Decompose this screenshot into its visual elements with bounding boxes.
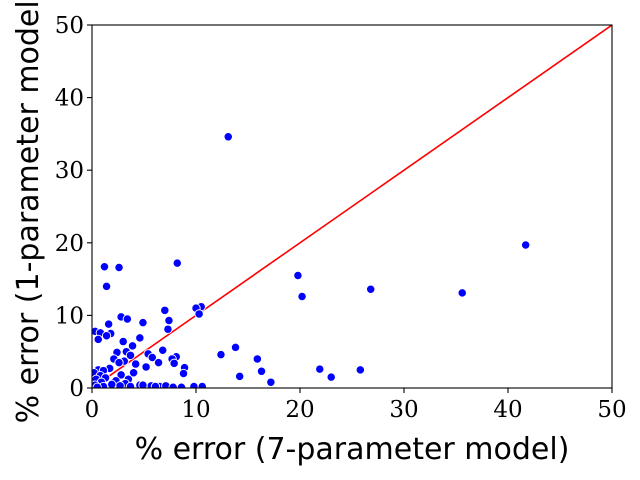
data-point [101,331,112,341]
data-point [158,345,168,355]
y-axis-label: % error (1-parameter model) [11,0,46,423]
data-point [235,371,245,382]
x-tick-label: 20 [285,397,314,423]
y-tick-label: 30 [55,158,84,184]
y-tick-label: 40 [55,86,84,112]
data-point [297,291,307,302]
data-point [115,381,125,388]
data-point [366,284,376,294]
data-point [135,333,145,343]
data-point [223,132,233,142]
scatter-points [92,132,531,388]
y-tick-label: 50 [55,13,84,39]
y-tick-label: 10 [55,303,84,329]
data-point [103,319,114,329]
data-point [122,314,133,324]
data-point [168,382,178,388]
data-point [125,381,136,388]
data-point [163,324,173,334]
data-point [99,262,110,272]
data-point [521,240,531,250]
data-point [138,380,148,388]
data-point [216,349,226,360]
data-point [326,372,336,382]
data-point [128,368,139,378]
x-tick-label: 40 [493,397,522,423]
data-point [169,358,179,368]
y-axis-ticks: 0 10 20 30 40 50 [55,13,92,402]
data-point [153,357,164,368]
y-tick-label: 20 [55,231,84,257]
data-point [194,309,204,319]
data-point [93,334,103,345]
data-point [256,366,267,376]
x-axis-label: % error (7-parameter model) [135,432,570,467]
data-point [116,370,126,380]
data-point [107,379,117,388]
data-point [164,315,174,326]
data-point [266,377,276,387]
data-point [114,262,124,273]
data-point [252,354,263,364]
axes-frame [91,24,613,389]
x-tick-label: 50 [597,397,626,423]
data-point [178,368,189,379]
data-point [150,381,161,388]
data-point [315,364,325,374]
plot-area [91,24,613,389]
x-tick-label: 30 [389,397,418,423]
data-point [457,288,467,298]
x-tick-label: 0 [85,397,100,423]
data-point [160,305,170,315]
data-point [138,318,148,328]
y-tick-label: 0 [69,376,84,402]
data-point [197,381,207,388]
data-point [230,342,241,352]
data-point [125,350,136,360]
data-point [355,365,365,375]
x-tick-label: 10 [181,397,210,423]
data-point [147,352,157,363]
data-point [131,359,141,369]
data-point [92,382,102,388]
data-point [141,362,151,372]
data-point [172,258,182,268]
data-point [118,336,128,347]
data-point [293,270,303,281]
data-point [101,281,112,292]
x-axis-ticks: 0 10 20 30 40 50 [85,388,627,423]
reference-line [92,25,612,388]
data-point [114,357,124,368]
data-point [127,341,138,351]
